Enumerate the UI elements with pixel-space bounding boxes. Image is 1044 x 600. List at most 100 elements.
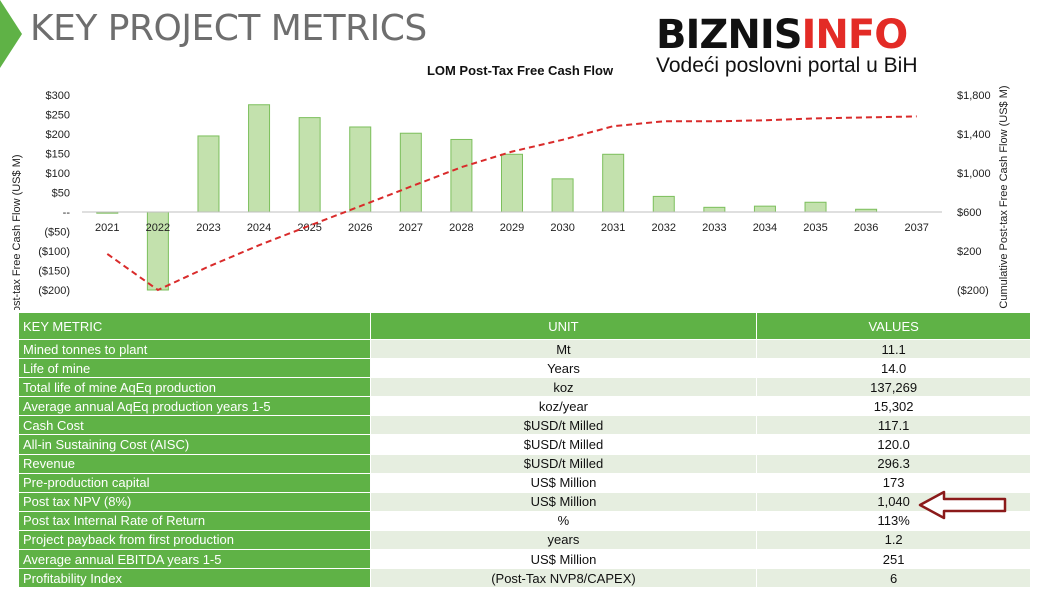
value-cell: 251 xyxy=(756,549,1031,570)
y-tick-label: ($50) xyxy=(44,227,70,239)
value-cell: 113% xyxy=(756,510,1031,531)
header-unit: UNIT xyxy=(369,312,758,340)
cash-flow-chart: LOM Post-Tax Free Cash Flow Post-tax Fre… xyxy=(11,63,1010,310)
table-row: Profitability Index (Post-Tax NVP8/CAPEX)… xyxy=(18,568,1031,589)
x-tick-label: 2036 xyxy=(854,222,878,234)
metric-cell: Profitability Index xyxy=(18,568,371,589)
left-arrow-icon xyxy=(918,490,1007,520)
y-tick-label: $200 xyxy=(46,129,70,141)
x-tick-label: 2035 xyxy=(803,222,827,234)
y-tick-label: $100 xyxy=(46,168,70,180)
logo-info: INFO xyxy=(801,12,909,58)
unit-cell: $USD/t Milled xyxy=(369,453,758,474)
y2-tick-label: $200 xyxy=(957,246,981,258)
cumulative-line xyxy=(106,115,917,292)
table-row: Post tax Internal Rate of Return% 113% xyxy=(18,510,1031,531)
biznisinfo-logo[interactable]: BIZNISINFO Vodeći poslovni portal u BiH xyxy=(656,14,988,78)
y-tick-label: ($150) xyxy=(38,266,70,278)
x-tick-label: 2025 xyxy=(297,222,321,234)
x-tick-label: 2034 xyxy=(753,222,777,234)
table-header-row: KEY METRIC UNIT VALUES xyxy=(18,312,1031,340)
metric-cell: All-in Sustaining Cost (AISC) xyxy=(18,434,371,455)
y2-tick-label: $1,000 xyxy=(957,168,991,180)
value-cell: 296.3 xyxy=(756,453,1031,474)
value-cell: 173 xyxy=(756,472,1031,493)
x-tick-label: 2032 xyxy=(652,222,676,234)
y2-axis-ticks: ($200) $200 $600 $1,000 $1,400 $1,800 xyxy=(957,90,991,297)
x-tick-label: 2033 xyxy=(702,222,726,234)
metric-cell: Mined tonnes to plant xyxy=(18,338,371,360)
metric-cell: Total life of mine AqEq production xyxy=(18,377,371,398)
bar xyxy=(703,206,726,213)
x-tick-label: 2026 xyxy=(348,222,372,234)
unit-cell: US$ Million xyxy=(369,472,758,493)
x-tick-label: 2027 xyxy=(399,222,423,234)
bar xyxy=(197,135,220,213)
metric-cell: Project payback from first production xyxy=(18,529,371,551)
y2-tick-label: $600 xyxy=(957,207,981,219)
corner-accent xyxy=(0,0,22,68)
metric-cell: Life of mine xyxy=(18,358,371,379)
unit-cell: % xyxy=(369,510,758,531)
x-tick-label: 2031 xyxy=(601,222,625,234)
y-tick-label: $50 xyxy=(52,188,70,200)
bar xyxy=(501,153,523,213)
y-tick-label: ($100) xyxy=(38,246,70,258)
unit-cell: US$ Million xyxy=(369,549,758,570)
table-row: All-in Sustaining Cost (AISC) $USD/t Mill… xyxy=(18,434,1031,455)
bar xyxy=(804,201,827,213)
metric-cell: Revenue xyxy=(18,453,371,474)
table-row: Average annual EBITDA years 1-5 US$ Milli… xyxy=(18,549,1031,570)
unit-cell: US$ Million xyxy=(369,491,758,512)
metrics-table: KEY METRIC UNIT VALUES Mined tonnes to p… xyxy=(18,312,1031,589)
x-tick-label: 2028 xyxy=(449,222,473,234)
table-row: Revenue $USD/t Milled 296.3 xyxy=(18,453,1031,474)
value-cell: 1.2 xyxy=(756,529,1031,551)
unit-cell: koz/year xyxy=(369,396,758,417)
y-axis-label: Post-tax Free Cash Flow (US$ M) xyxy=(11,154,23,310)
y2-tick-label: $1,800 xyxy=(957,90,991,102)
bar xyxy=(450,138,473,213)
value-cell: 6 xyxy=(756,568,1031,589)
y-tick-label: $150 xyxy=(46,149,70,161)
table-row: Cash Cost $USD/t Milled 117.1 xyxy=(18,415,1031,436)
value-cell: 15,302 xyxy=(756,396,1031,417)
value-cell: 11.1 xyxy=(756,338,1031,360)
x-tick-label: 2022 xyxy=(146,222,170,234)
x-tick-label: 2037 xyxy=(904,222,928,234)
bar xyxy=(399,132,422,213)
metric-cell: Average annual EBITDA years 1-5 xyxy=(18,549,371,570)
bar xyxy=(753,205,776,213)
table-row: Post tax NPV (8%) US$ Million 1,040 xyxy=(18,491,1031,512)
unit-cell: $USD/t Milled xyxy=(369,434,758,455)
bar xyxy=(602,153,625,213)
x-tick-label: 2024 xyxy=(247,222,271,234)
bar xyxy=(652,195,675,213)
metric-cell: Average annual AqEq production years 1-5 xyxy=(18,396,371,417)
x-tick-label: 2023 xyxy=(196,222,220,234)
x-axis-labels: 2021 2022 2023 2024 2025 2026 2027 2028 2029 2030… xyxy=(95,222,929,234)
page-title: KEY PROJECT METRICS xyxy=(30,8,427,49)
chart-title: LOM Post-Tax Free Cash Flow xyxy=(427,63,614,78)
value-cell: 120.0 xyxy=(756,434,1031,455)
metric-cell: Post tax NPV (8%) xyxy=(18,491,371,512)
metric-cell: Post tax Internal Rate of Return xyxy=(18,510,371,531)
header-key-metric: KEY METRIC xyxy=(18,312,371,340)
x-tick-label: 2030 xyxy=(550,222,574,234)
unit-cell: Years xyxy=(369,358,758,379)
y-tick-label: -- xyxy=(63,207,71,219)
bar xyxy=(349,126,372,213)
logo-tagline: Vodeći poslovni portal u BiH xyxy=(656,54,918,77)
value-cell: 117.1 xyxy=(756,415,1031,436)
table-row: Pre-production capital US$ Million 173 xyxy=(18,472,1031,493)
y-tick-label: $250 xyxy=(46,110,70,122)
y2-axis-label: Cumulative Post-tax Free Cash Flow (US$ … xyxy=(998,85,1010,308)
table-row: Total life of mine AqEq production koz 137… xyxy=(18,377,1031,398)
logo-biznis: BIZNIS xyxy=(656,12,803,58)
table-row: Mined tonnes to plant Mt 11.1 xyxy=(18,338,1031,360)
unit-cell: $USD/t Milled xyxy=(369,415,758,436)
value-cell: 137,269 xyxy=(756,377,1031,398)
y2-tick-label: $1,400 xyxy=(957,129,991,141)
y-axis-ticks: ($200) ($150) ($100) ($50) -- $50 $100 $150 $200… xyxy=(38,90,70,297)
unit-cell: Mt xyxy=(369,338,758,360)
